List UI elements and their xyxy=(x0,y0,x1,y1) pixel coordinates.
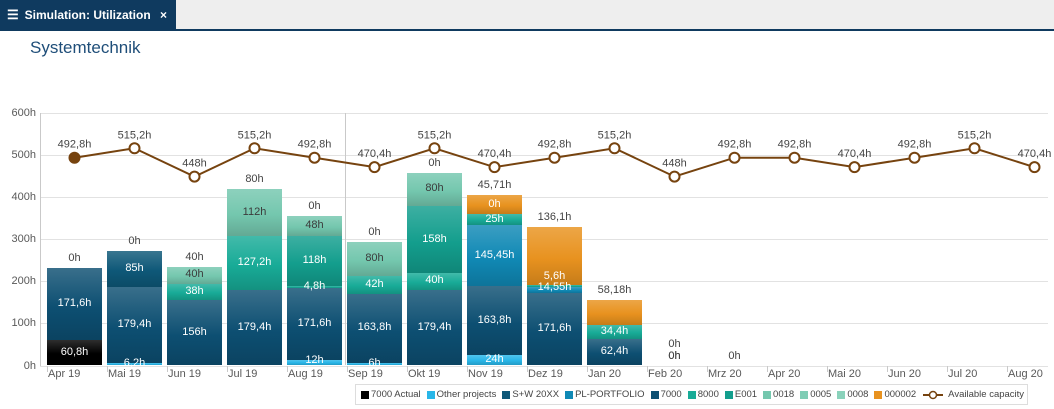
svg-text:515,2h: 515,2h xyxy=(118,129,152,141)
svg-text:448h: 448h xyxy=(182,158,206,170)
svg-text:515,2h: 515,2h xyxy=(598,129,632,141)
svg-text:492,8h: 492,8h xyxy=(58,139,92,151)
svg-text:492,8h: 492,8h xyxy=(538,139,572,151)
svg-text:448h: 448h xyxy=(662,158,686,170)
svg-text:492,8h: 492,8h xyxy=(778,139,812,151)
svg-text:492,8h: 492,8h xyxy=(898,139,932,151)
svg-text:515,2h: 515,2h xyxy=(418,129,452,141)
svg-text:515,2h: 515,2h xyxy=(238,129,272,141)
svg-text:515,2h: 515,2h xyxy=(958,129,992,141)
svg-text:492,8h: 492,8h xyxy=(298,139,332,151)
svg-text:492,8h: 492,8h xyxy=(718,139,752,151)
